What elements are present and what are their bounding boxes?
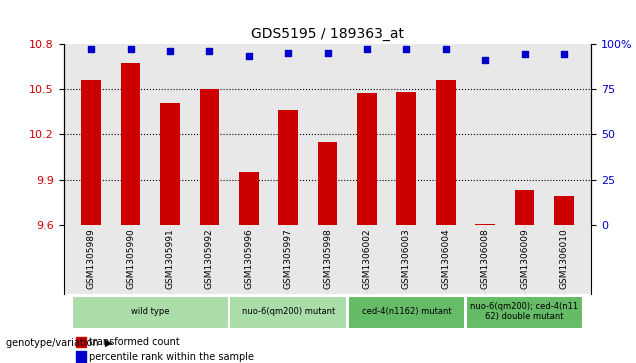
Bar (475, 224, 495, 225)
Bar (76, 351, 86, 362)
Text: GSM1306004: GSM1306004 (441, 229, 450, 289)
Bar (348, 296, 465, 329)
Bar (357, 93, 377, 225)
Text: genotype/variation  ▶: genotype/variation ▶ (6, 338, 113, 348)
Text: nuo-6(qm200); ced-4(n11
62) double mutant: nuo-6(qm200); ced-4(n11 62) double mutan… (471, 302, 579, 321)
Bar (121, 63, 141, 225)
Text: GSM1306008: GSM1306008 (481, 229, 490, 289)
Text: nuo-6(qm200) mutant: nuo-6(qm200) mutant (242, 307, 335, 316)
Point (322, 50, 333, 56)
Text: wild type: wild type (131, 307, 170, 316)
Text: percentile rank within the sample: percentile rank within the sample (89, 352, 254, 362)
Point (559, 52, 569, 57)
Text: GSM1305992: GSM1305992 (205, 229, 214, 289)
Text: GSM1305997: GSM1305997 (284, 229, 293, 289)
Text: GSM1306002: GSM1306002 (363, 229, 371, 289)
Point (441, 46, 451, 52)
Point (362, 46, 372, 52)
Bar (230, 296, 347, 329)
Bar (76, 337, 86, 347)
Text: transformed count: transformed count (89, 337, 180, 347)
Point (283, 50, 293, 56)
Text: GSM1306003: GSM1306003 (402, 229, 411, 289)
Bar (200, 89, 219, 225)
Bar (436, 80, 455, 225)
Bar (515, 190, 534, 225)
Text: GSM1306010: GSM1306010 (560, 229, 569, 289)
Point (244, 53, 254, 59)
Text: ced-4(n1162) mutant: ced-4(n1162) mutant (361, 307, 451, 316)
Text: GSM1305989: GSM1305989 (86, 229, 95, 289)
Text: GSM1306009: GSM1306009 (520, 229, 529, 289)
Text: GSM1305998: GSM1305998 (323, 229, 332, 289)
Point (204, 48, 214, 54)
Bar (396, 92, 416, 225)
Point (86, 46, 96, 52)
Bar (466, 296, 583, 329)
Text: GSM1305996: GSM1305996 (244, 229, 253, 289)
Point (125, 46, 135, 52)
Text: GSM1305991: GSM1305991 (165, 229, 174, 289)
Text: GSM1305990: GSM1305990 (126, 229, 135, 289)
Point (401, 46, 411, 52)
Bar (554, 196, 574, 225)
Point (520, 52, 530, 57)
Bar (72, 296, 229, 329)
Bar (279, 110, 298, 225)
Bar (239, 172, 259, 225)
Point (480, 57, 490, 63)
Bar (318, 142, 337, 225)
Point (165, 48, 175, 54)
Bar (160, 102, 180, 225)
Bar (81, 80, 101, 225)
Title: GDS5195 / 189363_at: GDS5195 / 189363_at (251, 27, 404, 41)
